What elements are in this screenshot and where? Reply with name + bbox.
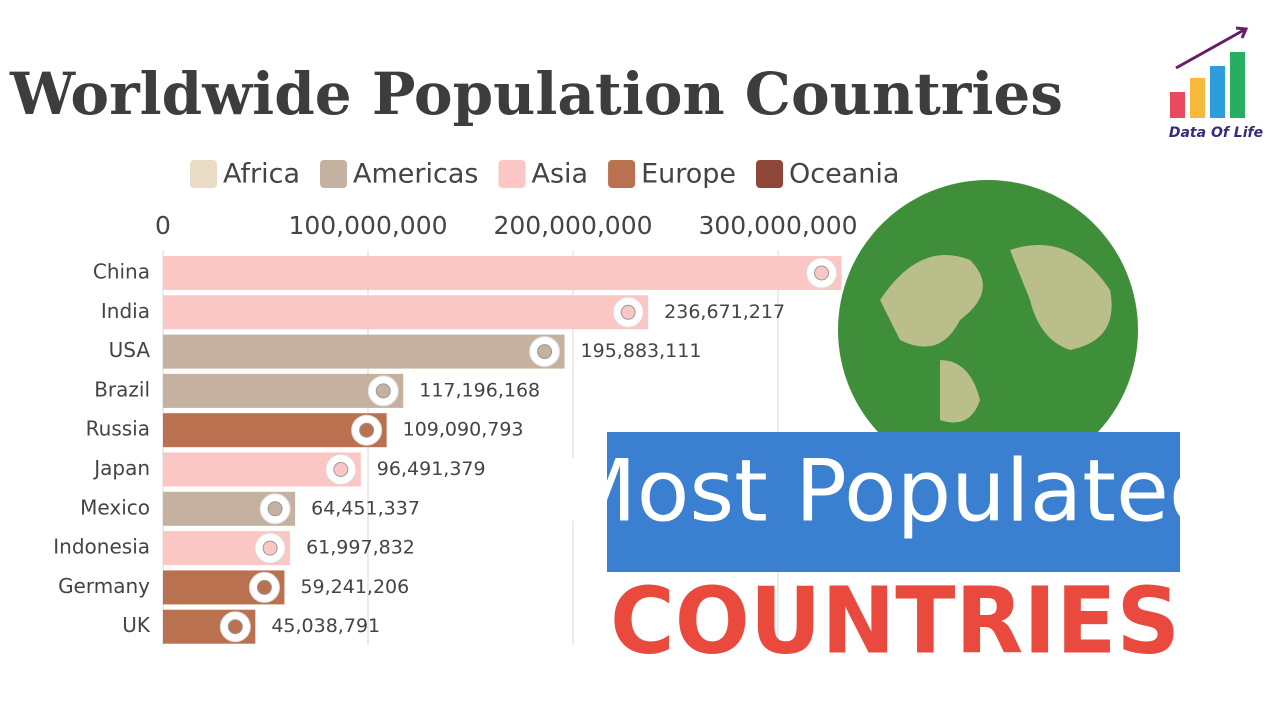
headline: Most Populated [563,441,1224,541]
value-label: 45,038,791 [271,615,380,637]
category-label: Germany [58,574,150,598]
chart-title: Worldwide Population Countries [9,60,1063,128]
legend-label: Asia [531,159,588,190]
x-tick-label: 100,000,000 [288,211,447,240]
legend-label: Americas [353,159,478,190]
flag-center [537,344,553,360]
legend-swatch [756,160,784,188]
flag-center [227,619,243,635]
legend-label: Oceania [789,159,899,190]
bar [163,295,649,330]
flag-center [262,540,278,556]
x-tick-label: 200,000,000 [493,211,652,240]
logo: Data Of Life [1169,26,1263,141]
value-label: 195,883,111 [581,340,702,362]
bar [163,373,404,408]
x-tick-label: 0 [155,211,171,240]
legend-swatch [608,160,636,188]
globe [838,180,1138,480]
flag-center [620,304,636,320]
legend-swatch [320,160,348,188]
category-label: Mexico [80,495,150,519]
value-label: 96,491,379 [377,458,486,480]
category-label: Russia [86,417,150,441]
flag-center [333,462,349,477]
legend-label: Europe [641,159,736,190]
flag-center [814,265,830,281]
category-label: Japan [92,456,150,480]
legend-label: Africa [223,159,300,190]
value-label: 61,997,832 [306,537,415,559]
flag-center [359,422,375,438]
logo-text: Data Of Life [1169,125,1263,141]
value-label: 64,451,337 [311,497,420,519]
category-label: UK [122,613,151,637]
flag-center [267,501,283,517]
category-label: USA [109,338,151,362]
category-label: China [93,260,150,284]
x-tick-label: 300,000,000 [698,211,857,240]
value-label: 109,090,793 [403,419,524,441]
bar [163,413,387,448]
value-label: 236,671,217 [664,301,785,323]
headline-box [607,432,1180,572]
category-label: India [101,299,150,323]
chart: Africa Americas Asia Europe Oceania 0 100,000,… [53,159,978,645]
value-label: 59,241,206 [300,576,409,598]
flag-center [256,579,272,595]
bar [163,334,565,369]
bar [163,256,842,290]
category-label: Indonesia [53,535,150,559]
legend-swatch [190,160,217,188]
flag-center [375,383,391,399]
category-label: Brazil [94,377,150,401]
value-label: 117,196,168 [419,379,540,401]
subheadline: COUNTRIES [610,567,1180,674]
legend-swatch [498,160,526,188]
